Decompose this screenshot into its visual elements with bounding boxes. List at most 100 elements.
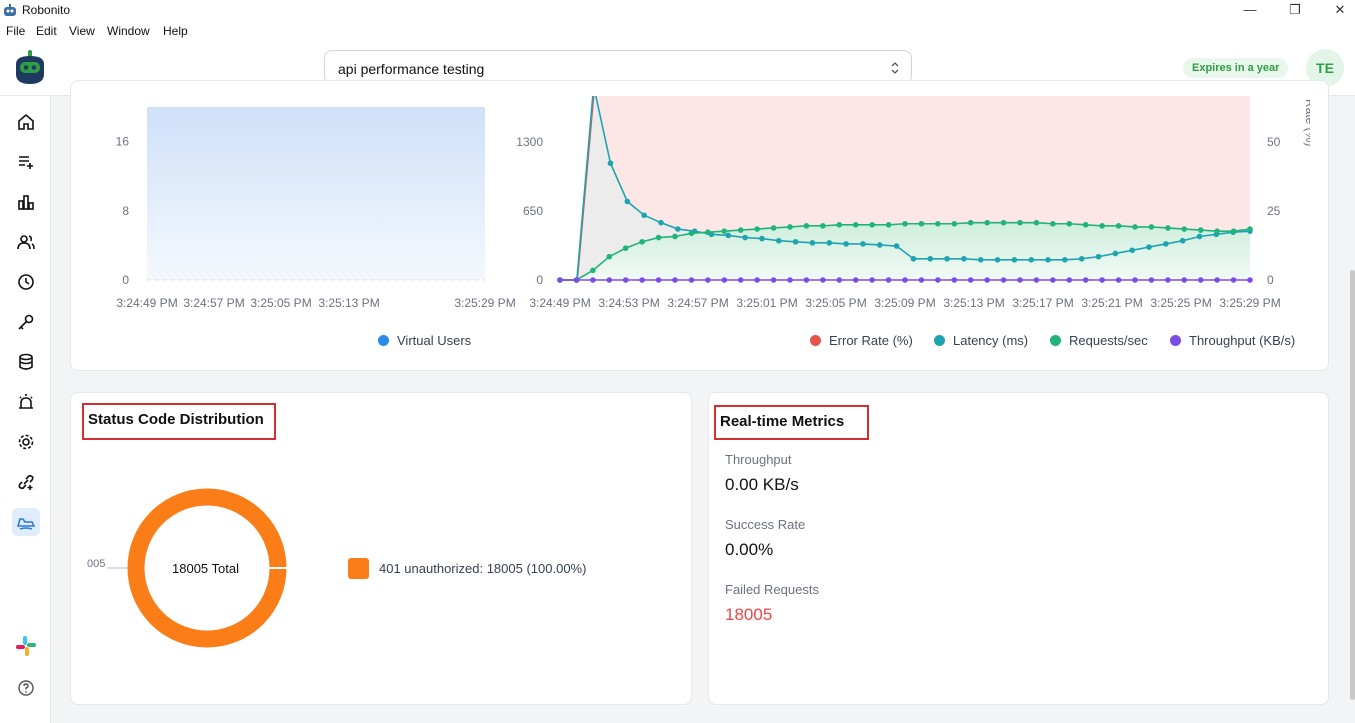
- legend-requests[interactable]: Requests/sec: [1050, 333, 1148, 348]
- nav-test-list[interactable]: [12, 148, 40, 176]
- title-bar: Robonito — ❐ ✕: [0, 0, 1355, 20]
- menu-window[interactable]: Window: [107, 24, 150, 38]
- latency-point: [675, 226, 681, 232]
- realtime-metrics-card: [708, 392, 1329, 705]
- requests-point: [1017, 219, 1023, 226]
- latency-point: [759, 235, 765, 242]
- latency-point: [893, 243, 900, 249]
- legend-label: Latency (ms): [953, 333, 1029, 348]
- throughput-point: [1066, 277, 1073, 283]
- legend-throughput[interactable]: Throughput (KB/s): [1170, 333, 1295, 348]
- expires-badge: Expires in a year: [1183, 58, 1289, 78]
- requests-point: [902, 220, 908, 227]
- throughput-point: [655, 277, 662, 283]
- latency-point: [910, 255, 917, 262]
- x-tick: 3:24:49 PM: [529, 296, 590, 310]
- x-tick: 3:25:17 PM: [1012, 296, 1073, 310]
- throughput-label: Throughput: [725, 452, 792, 467]
- legend-401-label[interactable]: 401 unauthorized: 18005 (100.00%): [379, 561, 587, 576]
- requests-point: [967, 219, 974, 226]
- throughput-point: [737, 277, 744, 283]
- nav-alerts[interactable]: [12, 388, 40, 416]
- x-tick: 3:25:21 PM: [1081, 296, 1142, 310]
- requests-point: [1099, 223, 1105, 229]
- legend-label: Throughput (KB/s): [1189, 333, 1296, 348]
- latency-line: [560, 96, 1251, 281]
- requests-point: [1214, 228, 1220, 234]
- requests-point: [754, 226, 760, 232]
- legend-dot: [1050, 335, 1061, 346]
- latency-point: [1028, 257, 1035, 263]
- latency-point: [961, 255, 967, 262]
- project-select[interactable]: api performance testing: [324, 50, 912, 84]
- status-code-title: Status Code Distribution: [82, 403, 276, 440]
- nav-slack[interactable]: [12, 632, 40, 660]
- app-icon: [4, 4, 16, 16]
- x-tick: 3:24:57 PM: [667, 296, 728, 310]
- failed-requests-value: 18005: [725, 605, 773, 624]
- requests-point: [622, 245, 629, 251]
- throughput-point: [1033, 277, 1040, 283]
- vu-y-tick: 8: [122, 204, 129, 218]
- latency-point: [843, 241, 849, 247]
- vu-y-tick: 0: [122, 273, 129, 287]
- requests-point: [1115, 223, 1122, 229]
- legend-virtual-users[interactable]: Virtual Users: [378, 333, 471, 348]
- latency-point: [1196, 233, 1203, 240]
- donut-outer-label: 005: [87, 558, 106, 570]
- sidebar: [0, 96, 51, 723]
- requests-point: [787, 224, 793, 230]
- throughput-point: [770, 277, 777, 283]
- nav-help[interactable]: [12, 674, 40, 702]
- nav-integrations[interactable]: [12, 468, 40, 496]
- throughput-point: [1050, 277, 1056, 283]
- legend-label: Error Rate (%): [829, 333, 913, 348]
- requests-point: [1082, 222, 1089, 228]
- throughput-point: [803, 277, 810, 283]
- nav-history[interactable]: [12, 268, 40, 296]
- requests-area: [560, 222, 1250, 280]
- latency-point: [658, 219, 664, 226]
- robonito-logo[interactable]: [12, 50, 48, 86]
- scrollbar-thumb[interactable]: [1350, 270, 1355, 700]
- menu-file[interactable]: File: [6, 24, 26, 38]
- nav-settings[interactable]: [12, 428, 40, 456]
- throughput-point: [622, 277, 629, 283]
- legend-error-rate[interactable]: Error Rate (%): [810, 333, 913, 348]
- y-right-axis-label: Rate (%): [1303, 99, 1310, 146]
- help-icon: [18, 680, 34, 696]
- chevron-up-down-icon: [891, 62, 899, 74]
- nav-load-test[interactable]: [12, 508, 40, 536]
- requests-point: [705, 229, 711, 236]
- status-donut-chart: [107, 488, 288, 648]
- nav-keys[interactable]: [12, 308, 40, 336]
- legend-dot: [934, 335, 945, 346]
- legend-dot: [1170, 335, 1181, 346]
- nav-reports[interactable]: [12, 188, 40, 216]
- throughput-point: [1230, 277, 1237, 283]
- throughput-point: [1017, 277, 1023, 283]
- menu-edit[interactable]: Edit: [36, 24, 57, 38]
- load-test-icon: [17, 518, 35, 530]
- nav-database[interactable]: [12, 348, 40, 376]
- nav-users[interactable]: [12, 228, 40, 256]
- minimize-button[interactable]: —: [1243, 2, 1257, 17]
- y-left-tick: 1300: [516, 135, 543, 149]
- requests-point: [1197, 227, 1204, 233]
- legend-latency[interactable]: Latency (ms): [934, 333, 1028, 348]
- requests-point: [820, 223, 826, 229]
- throughput-point: [573, 277, 580, 283]
- nav-home[interactable]: [12, 108, 40, 136]
- throughput-point: [639, 277, 645, 283]
- vu-x-tick: 3:25:13 PM: [318, 296, 379, 310]
- latency-point: [775, 237, 782, 244]
- requests-point: [1033, 219, 1040, 226]
- restore-button[interactable]: ❐: [1289, 2, 1301, 17]
- x-tick: 3:24:53 PM: [598, 296, 659, 310]
- requests-point: [1181, 226, 1188, 232]
- close-button[interactable]: ✕: [1334, 2, 1346, 17]
- menu-help[interactable]: Help: [163, 24, 188, 38]
- menu-view[interactable]: View: [69, 24, 95, 38]
- latency-point: [927, 255, 934, 262]
- throughput-point: [590, 277, 596, 283]
